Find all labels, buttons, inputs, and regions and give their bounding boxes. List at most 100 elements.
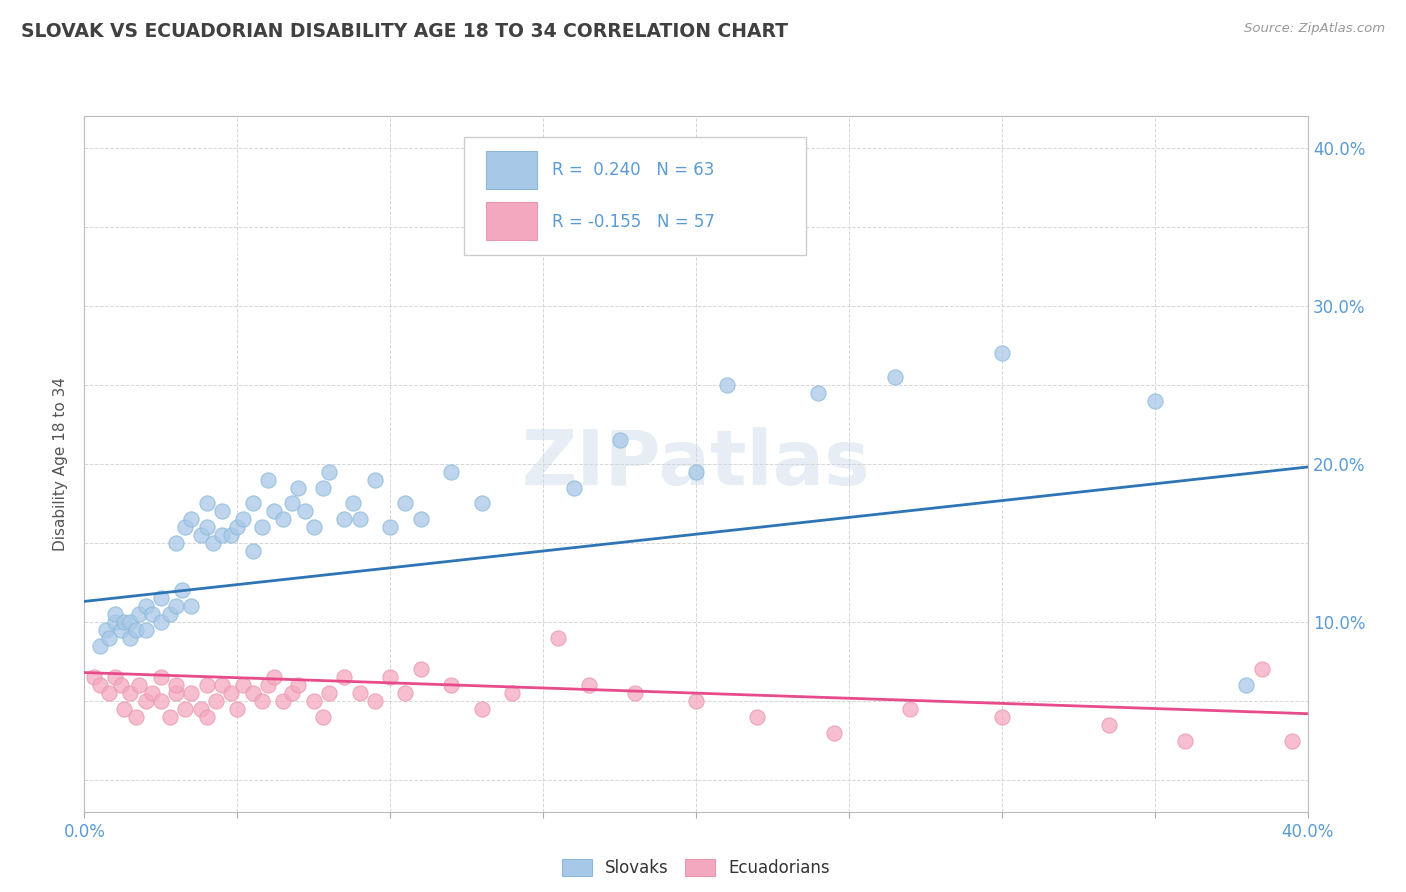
Point	[165, 599, 187, 614]
Point	[394, 496, 416, 510]
Point	[271, 512, 294, 526]
Point	[547, 631, 569, 645]
Point	[440, 678, 463, 692]
Point	[232, 678, 254, 692]
Point	[135, 694, 157, 708]
Point	[302, 694, 325, 708]
Point	[165, 678, 187, 692]
Point	[250, 694, 273, 708]
Legend: Slovaks, Ecuadorians: Slovaks, Ecuadorians	[555, 852, 837, 883]
Point	[898, 702, 921, 716]
Bar	[485, 202, 537, 240]
Point	[141, 686, 163, 700]
Point	[89, 678, 111, 692]
Point	[1174, 733, 1197, 747]
Point	[281, 496, 304, 510]
Point	[250, 520, 273, 534]
Point	[211, 504, 233, 518]
Point	[128, 678, 150, 692]
Point	[120, 615, 142, 629]
Point	[287, 481, 309, 495]
Point	[195, 678, 218, 692]
Point	[333, 512, 356, 526]
Point	[172, 583, 194, 598]
FancyBboxPatch shape	[464, 136, 806, 255]
Point	[333, 670, 356, 684]
Point	[562, 481, 585, 495]
Point	[685, 694, 707, 708]
Point	[112, 615, 135, 629]
Point	[1250, 662, 1272, 676]
Point	[991, 710, 1014, 724]
Point	[318, 465, 340, 479]
Point	[232, 512, 254, 526]
Point	[149, 670, 172, 684]
Point	[502, 686, 524, 700]
Point	[242, 686, 264, 700]
Point	[991, 346, 1014, 360]
Point	[685, 465, 707, 479]
Point	[104, 615, 127, 629]
Point	[281, 686, 304, 700]
Point	[135, 623, 157, 637]
Point	[195, 710, 218, 724]
Point	[180, 686, 202, 700]
Point	[609, 433, 631, 447]
Point	[716, 377, 738, 392]
Point	[159, 710, 181, 724]
Point	[120, 686, 142, 700]
Point	[211, 528, 233, 542]
Point	[409, 662, 432, 676]
Point	[89, 639, 111, 653]
Point	[883, 369, 905, 384]
Point	[380, 520, 402, 534]
Point	[440, 465, 463, 479]
Point	[242, 496, 264, 510]
Point	[364, 473, 387, 487]
Point	[174, 520, 197, 534]
Point	[94, 623, 117, 637]
Point	[380, 670, 402, 684]
Point	[141, 607, 163, 621]
Point	[149, 615, 172, 629]
Point	[287, 678, 309, 692]
Point	[302, 520, 325, 534]
Point	[1098, 717, 1121, 731]
Point	[219, 686, 242, 700]
Point	[97, 631, 120, 645]
Point	[516, 235, 538, 250]
Point	[471, 702, 494, 716]
Point	[294, 504, 316, 518]
Point	[823, 725, 845, 739]
Point	[110, 623, 132, 637]
Point	[190, 528, 212, 542]
Point	[125, 710, 148, 724]
Point	[104, 670, 127, 684]
Point	[159, 607, 181, 621]
Point	[128, 607, 150, 621]
Point	[318, 686, 340, 700]
Point	[195, 496, 218, 510]
Text: Source: ZipAtlas.com: Source: ZipAtlas.com	[1244, 22, 1385, 36]
Point	[149, 694, 172, 708]
Point	[471, 496, 494, 510]
Point	[349, 686, 371, 700]
Point	[205, 694, 228, 708]
Point	[226, 520, 249, 534]
Point	[242, 543, 264, 558]
Bar	[485, 152, 537, 189]
Point	[110, 678, 132, 692]
Point	[195, 520, 218, 534]
Point	[149, 591, 172, 606]
Point	[226, 702, 249, 716]
Point	[174, 702, 197, 716]
Point	[312, 481, 335, 495]
Point	[125, 623, 148, 637]
Point	[1236, 678, 1258, 692]
Point	[312, 710, 335, 724]
Text: R = -0.155   N = 57: R = -0.155 N = 57	[551, 212, 714, 231]
Point	[349, 512, 371, 526]
Point	[364, 694, 387, 708]
Y-axis label: Disability Age 18 to 34: Disability Age 18 to 34	[53, 376, 69, 551]
Point	[201, 536, 224, 550]
